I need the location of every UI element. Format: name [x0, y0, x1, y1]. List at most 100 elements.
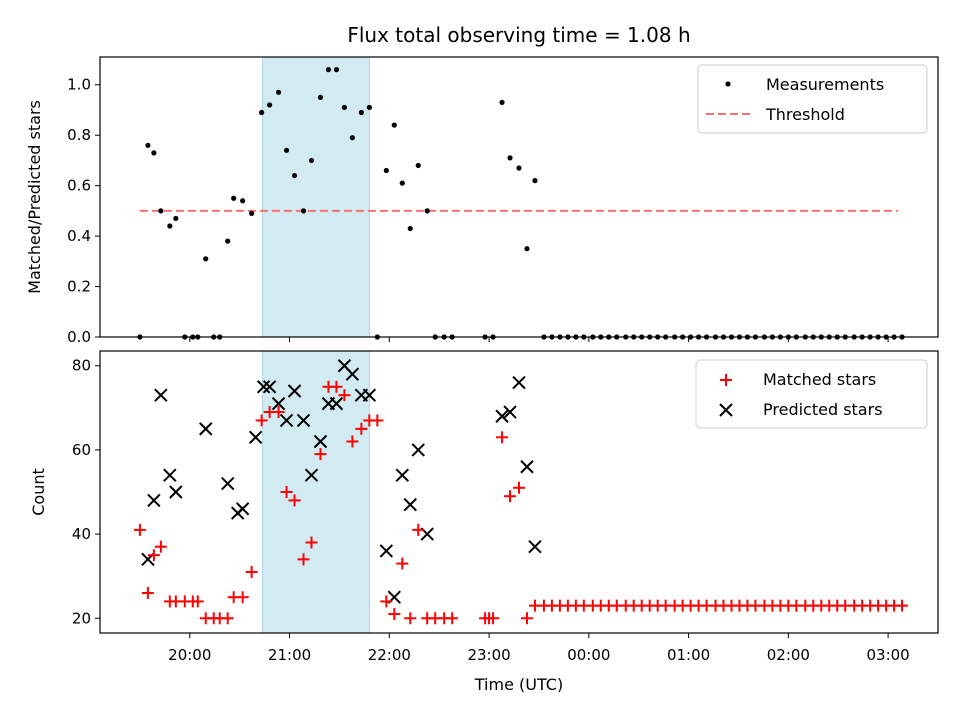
predicted-point [256, 380, 271, 394]
measurement-point [275, 89, 282, 95]
top-ytick-label: 0.6 [67, 177, 91, 195]
legend-predicted-marker [719, 403, 733, 417]
predicted-point [271, 396, 286, 411]
legend-matched-label: Matched stars [763, 370, 876, 389]
predicted-point [379, 544, 394, 558]
measurement-point [366, 104, 372, 111]
matched-point [520, 612, 533, 625]
predicted-point [163, 468, 177, 482]
predicted-point [528, 540, 542, 554]
bottom-legend: Matched stars Predicted stars [695, 359, 928, 429]
measurement-point [203, 256, 209, 262]
top-ytick-label: 0.8 [67, 126, 91, 144]
top-highlight-span [262, 56, 370, 338]
matched-point [305, 536, 318, 549]
matched-point [396, 557, 409, 570]
measurement-point [407, 225, 413, 232]
matched-point [504, 490, 517, 503]
matched-point [412, 523, 425, 536]
matched-point [355, 422, 368, 435]
measurement-point [308, 157, 315, 164]
predicted-point [512, 375, 526, 390]
matched-point [371, 414, 384, 427]
x-tick-label: 03:00 [867, 646, 910, 664]
x-tick-label: 20:00 [168, 646, 211, 664]
predicted-point [235, 502, 250, 516]
chart-title: Flux total observing time = 1.08 h [347, 23, 690, 47]
bottom-highlight-span [262, 350, 370, 634]
measurement-point [266, 102, 273, 108]
legend-matched-marker [720, 374, 732, 386]
measurement-point [145, 142, 151, 148]
matched-point [896, 599, 909, 612]
matched-point [133, 523, 146, 536]
measurement-point [391, 122, 397, 128]
matched-point [314, 448, 327, 461]
matched-point [346, 435, 359, 448]
bottom-ylabel: Count [29, 468, 48, 516]
matched-point [255, 414, 268, 427]
top-ytick-label: 1.0 [67, 76, 91, 94]
predicted-point [279, 413, 294, 428]
matched-point [380, 595, 393, 608]
measurement-point [358, 109, 364, 116]
matched-point [245, 565, 258, 578]
predicted-point [362, 388, 377, 402]
predicted-point [313, 434, 328, 449]
predicted-point [395, 468, 409, 482]
bottom-axes-frame [99, 350, 939, 634]
legend-measurements-label: Measurements [766, 75, 884, 94]
x-axis-label: Time (UTC) [474, 675, 563, 694]
predicted-point [296, 413, 311, 428]
predicted-point [520, 460, 534, 474]
predicted-point [503, 405, 517, 419]
matched-point [338, 389, 351, 402]
measurement-point [507, 155, 513, 161]
measurement-point [532, 178, 538, 184]
matched-point [154, 540, 167, 553]
measurement-point [341, 104, 348, 111]
matched-point [272, 406, 285, 419]
measurement-point [399, 180, 405, 186]
measurement-point [231, 195, 237, 201]
measurement-point [499, 99, 505, 106]
measurement-point [173, 215, 179, 222]
matched-point [191, 595, 204, 608]
x-tick-label: 00:00 [567, 646, 610, 664]
predicted-point [248, 430, 263, 444]
matched-point [496, 431, 509, 444]
predicted-point [262, 380, 277, 394]
legend-threshold-label: Threshold [765, 105, 845, 124]
matched-point [446, 612, 459, 625]
matched-point [513, 481, 525, 494]
measurement-point [225, 238, 231, 244]
top-panel: 0.0 0.2 0.4 0.6 0.8 1.0 Matched/Predicted sta… [25, 56, 939, 346]
predicted-point [304, 468, 319, 482]
predicted-point [147, 493, 161, 508]
bottom-panel: 20 40 60 80 20:00 21:00 22:00 23:00 00:00 01:00 0… [29, 350, 939, 694]
bottom-ytick-label: 80 [72, 357, 91, 375]
predicted-point [169, 485, 183, 499]
measurement-point [259, 109, 265, 116]
predicted-point [495, 409, 509, 423]
matched-point [483, 612, 496, 625]
top-ylabel: Matched/Predicted stars [25, 100, 44, 294]
measurement-point [325, 67, 332, 73]
matched-point [330, 380, 343, 393]
measurement-point [383, 167, 389, 174]
predicted-point [403, 497, 417, 512]
predicted-point [411, 443, 425, 457]
bottom-ytick-label: 40 [72, 525, 91, 543]
measurement-point [300, 208, 307, 214]
measurement-point [158, 208, 164, 214]
matched-point [141, 587, 154, 600]
measurement-point [151, 150, 157, 156]
matched-point [288, 494, 301, 507]
measurement-point [240, 198, 246, 204]
measurement-point [291, 172, 298, 179]
measurement-point [349, 135, 355, 141]
matched-point [221, 612, 234, 625]
bottom-ytick-label: 60 [72, 441, 91, 459]
top-ytick-label: 0.2 [67, 278, 91, 296]
